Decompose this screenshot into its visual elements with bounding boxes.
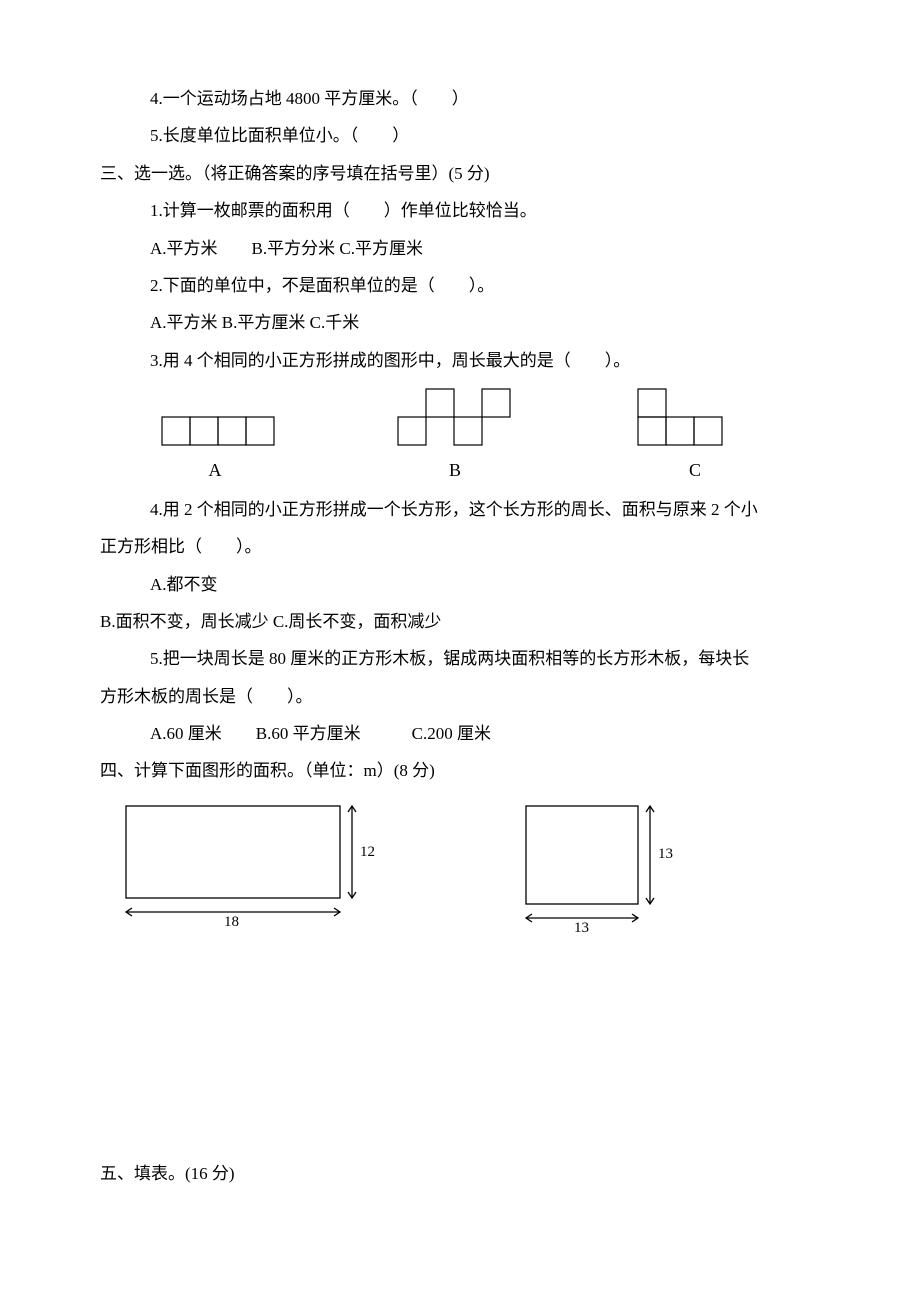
s3-q4-optBC: B.面积不变，周长减少 C.周长不变，面积减少: [100, 603, 820, 640]
s3-q5-stem1: 5.把一块周长是 80 厘米的正方形木板，锯成两块面积相等的长方形木板，每块长: [100, 640, 820, 677]
s4-fig2-h: 13: [658, 846, 673, 862]
s2-q5: 5.长度单位比面积单位小。（ ）: [100, 117, 820, 154]
s3-q1-opts: A.平方米 B.平方分米 C.平方厘米: [100, 230, 820, 267]
s3-q3-figB: [396, 387, 516, 447]
s3-heading: 三、选一选。（将正确答案的序号填在括号里）(5 分): [100, 155, 820, 192]
s3-q4-optA: A.都不变: [100, 566, 820, 603]
s3-q3-label-b: B: [445, 451, 465, 491]
s5-heading: 五、填表。(16 分): [100, 1155, 820, 1192]
s4-fig1-h: 12: [360, 844, 375, 860]
s4-fig2: 13 13: [520, 800, 690, 935]
s4-fig1: 12 18: [120, 800, 380, 930]
s3-q1-stem: 1.计算一枚邮票的面积用（ ）作单位比较恰当。: [100, 192, 820, 229]
s3-q4-stem1: 4.用 2 个相同的小正方形拼成一个长方形，这个长方形的周长、面积与原来 2 个…: [100, 491, 820, 528]
s3-q5-stem2: 方形木板的周长是（ ）。: [100, 678, 820, 715]
s3-q3-figC: [636, 387, 728, 447]
s3-q2-opts: A.平方米 B.平方厘米 C.千米: [100, 304, 820, 341]
s3-q3-labels: A B C: [100, 451, 820, 491]
s3-q5-opts: A.60 厘米 B.60 平方厘米 C.200 厘米: [100, 715, 820, 752]
s4-fig2-w: 13: [574, 920, 589, 935]
s3-q3-figures: [100, 387, 820, 447]
s3-q3-label-c: C: [685, 451, 705, 491]
s3-q4-stem2: 正方形相比（ ）。: [100, 528, 820, 565]
s4-figures: 12 18 13 13: [100, 800, 820, 935]
s4-fig1-w: 18: [224, 914, 239, 930]
s3-q3-label-a: A: [205, 451, 225, 491]
s2-q4: 4.一个运动场占地 4800 平方厘米。（ ）: [100, 80, 820, 117]
s4-workspace: [100, 975, 820, 1155]
s4-heading: 四、计算下面图形的面积。（单位：m）(8 分): [100, 752, 820, 789]
s3-q3-stem: 3.用 4 个相同的小正方形拼成的图形中，周长最大的是（ ）。: [100, 342, 820, 379]
s3-q3-figA: [160, 387, 276, 447]
s3-q2-stem: 2.下面的单位中，不是面积单位的是（ ）。: [100, 267, 820, 304]
